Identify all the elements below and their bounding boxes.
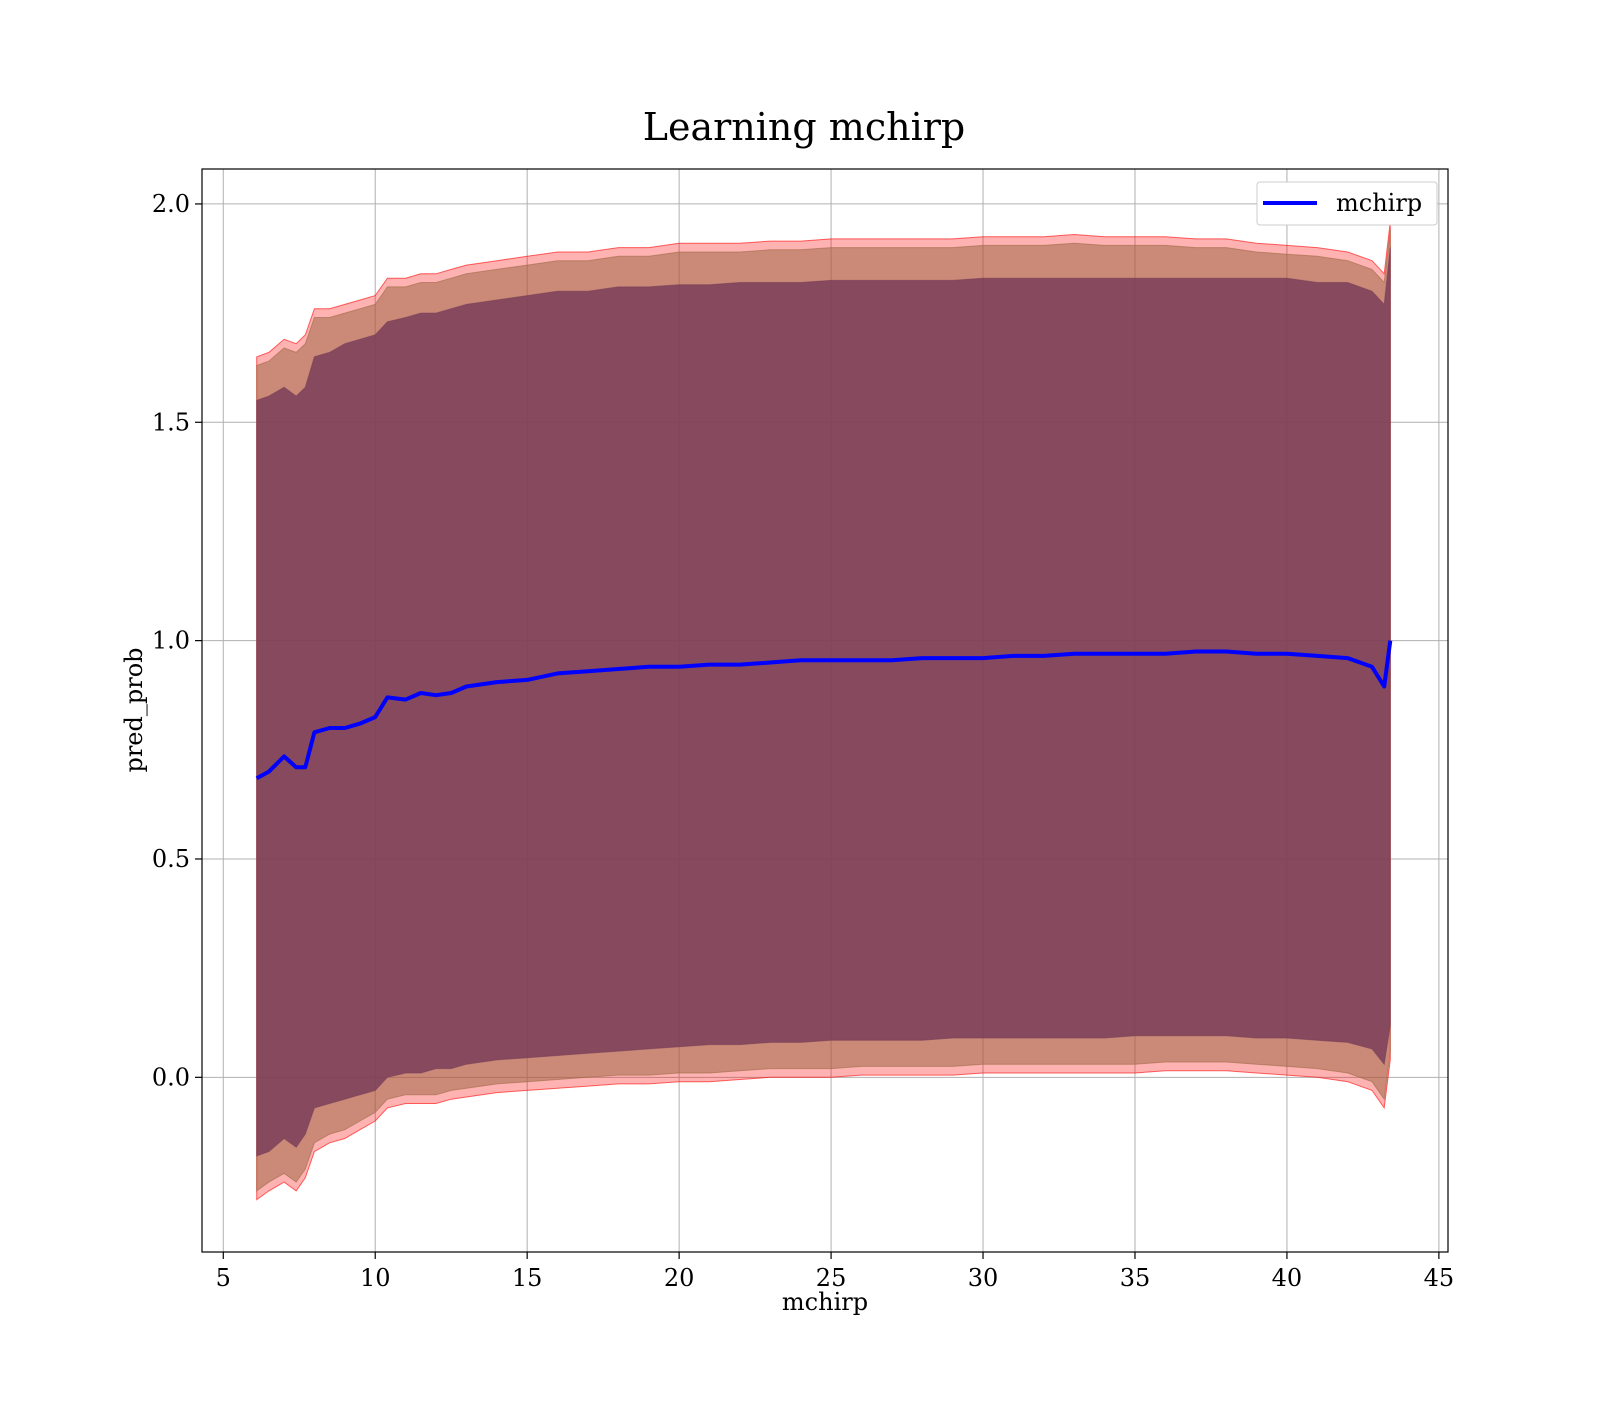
x-tick-label: 35 (1120, 1264, 1151, 1292)
confidence-band (256, 247, 1391, 1157)
plot-frame (201, 168, 1449, 1253)
x-tick-label: 20 (664, 1264, 695, 1292)
x-tick-label: 10 (360, 1264, 391, 1292)
x-axis-ticks: 5 10 15 20 25 30 35 40 45 (216, 1252, 1455, 1292)
x-tick-label: 15 (512, 1264, 543, 1292)
y-tick-label: 1.5 (152, 408, 190, 436)
series-line-mchirp (255, 640, 1393, 780)
y-axis-ticks: 0.0 0.5 1.0 1.5 2.0 (152, 190, 202, 1091)
series-lines (255, 640, 1393, 780)
y-tick-label: 1.0 (152, 627, 190, 655)
legend: mchirp (1256, 181, 1438, 226)
x-tick-label: 30 (968, 1264, 999, 1292)
y-tick-label: 0.5 (152, 845, 190, 873)
x-tick-label: 5 (216, 1264, 231, 1292)
legend-box (1256, 181, 1438, 226)
x-tick-label: 25 (816, 1264, 847, 1292)
confidence-bands (256, 221, 1391, 1201)
y-axis-label: pred_prob (120, 647, 148, 772)
x-axis-label: mchirp (782, 1288, 868, 1316)
x-tick-label: 40 (1272, 1264, 1303, 1292)
chart-title: Learning mchirp (643, 105, 965, 149)
x-tick-label: 45 (1424, 1264, 1455, 1292)
legend-label: mchirp (1336, 189, 1422, 217)
y-tick-label: 0.0 (152, 1063, 190, 1091)
y-tick-label: 2.0 (152, 190, 190, 218)
